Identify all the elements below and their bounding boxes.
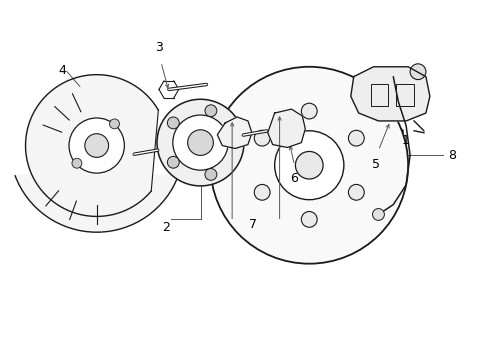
Bar [370, 85, 387, 106]
Polygon shape [25, 75, 158, 216]
Circle shape [69, 118, 124, 173]
Circle shape [295, 152, 323, 179]
Circle shape [210, 67, 407, 264]
Circle shape [72, 158, 81, 168]
Polygon shape [217, 117, 251, 148]
Circle shape [84, 134, 108, 157]
Polygon shape [15, 175, 178, 232]
Text: 8: 8 [447, 149, 455, 162]
Circle shape [167, 156, 179, 168]
Circle shape [409, 64, 425, 80]
Circle shape [348, 130, 364, 146]
Circle shape [254, 130, 269, 146]
Circle shape [274, 131, 343, 200]
Text: 1: 1 [400, 134, 408, 147]
Circle shape [187, 130, 213, 156]
Circle shape [109, 119, 119, 129]
Circle shape [372, 208, 384, 220]
Circle shape [301, 103, 317, 119]
Text: 3: 3 [155, 41, 163, 54]
Circle shape [172, 115, 228, 170]
Circle shape [157, 99, 244, 186]
Circle shape [301, 212, 317, 227]
Circle shape [167, 117, 179, 129]
Circle shape [204, 168, 216, 180]
Polygon shape [350, 67, 429, 121]
Text: 4: 4 [58, 64, 66, 77]
Circle shape [348, 184, 364, 200]
Text: 2: 2 [162, 221, 169, 234]
Circle shape [228, 137, 240, 148]
Bar [395, 85, 413, 106]
Circle shape [254, 184, 269, 200]
Polygon shape [267, 109, 305, 148]
Circle shape [204, 105, 216, 117]
Text: 6: 6 [290, 172, 298, 185]
Text: 7: 7 [248, 218, 256, 231]
Text: 5: 5 [372, 158, 380, 171]
